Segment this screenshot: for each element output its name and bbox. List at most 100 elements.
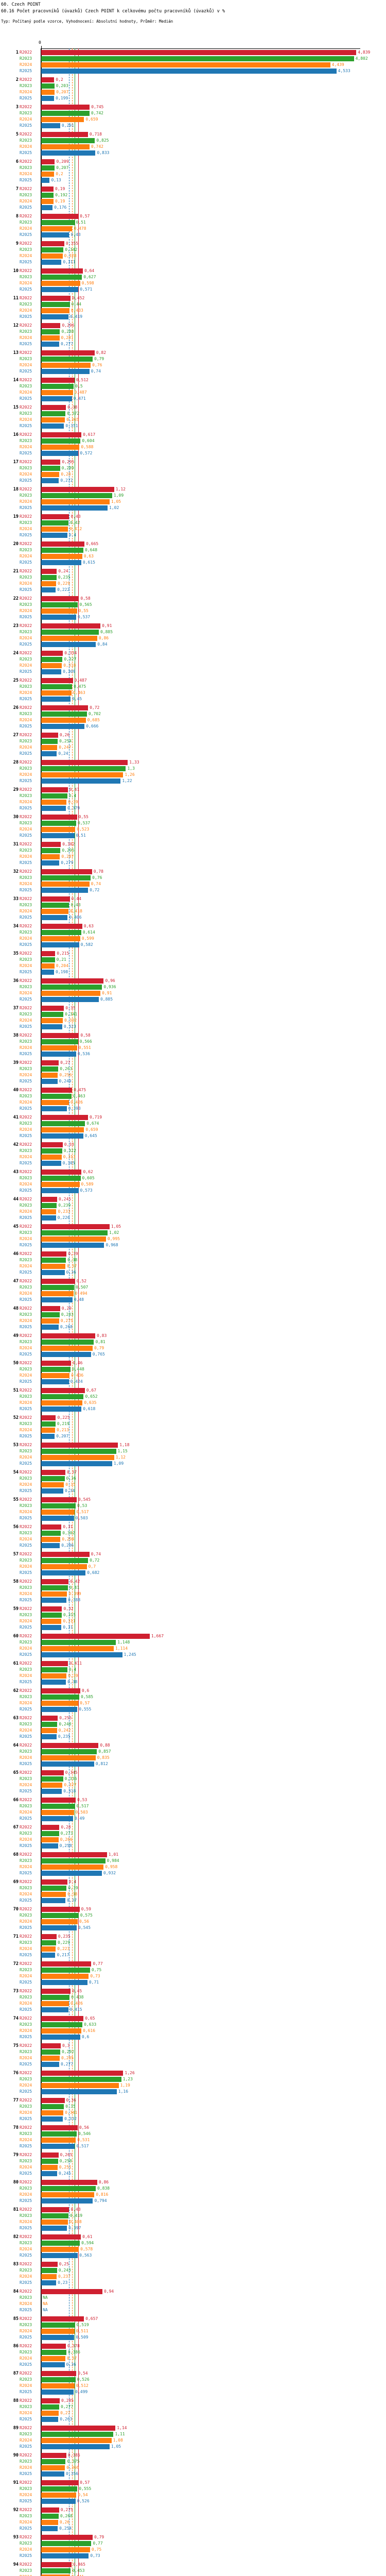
bar[interactable]: [41, 411, 66, 416]
bar-row[interactable]: R2022 0,38: [0, 404, 386, 411]
bar[interactable]: [41, 2110, 64, 2115]
bar[interactable]: [41, 1783, 63, 1788]
bar[interactable]: [41, 2362, 65, 2367]
bar[interactable]: [41, 1079, 58, 1084]
bar-row[interactable]: R2025 0,272: [0, 478, 386, 484]
bar[interactable]: [41, 669, 62, 674]
bar[interactable]: [41, 1018, 63, 1023]
bar-row[interactable]: R2022 0,665: [0, 541, 386, 547]
bar[interactable]: [41, 1661, 68, 1666]
bar-row[interactable]: R2023 0,633: [0, 2022, 386, 2028]
bar-row[interactable]: R2023 0,627: [0, 274, 386, 280]
bar-row[interactable]: R2024 0,512: [0, 2383, 386, 2389]
bar[interactable]: [41, 1367, 71, 1372]
bar[interactable]: [41, 854, 60, 859]
bar[interactable]: [41, 1115, 88, 1120]
bar-row[interactable]: R2023 0,295: [0, 848, 386, 854]
bar-row[interactable]: R2025 0,323: [0, 1024, 386, 1030]
bar-row[interactable]: R2023 0,526: [0, 2377, 386, 2383]
bar-row[interactable]: R2023 0,302: [0, 1530, 386, 1536]
bar[interactable]: [41, 772, 124, 777]
bar-row[interactable]: R2025 0,517: [0, 2143, 386, 2149]
bar[interactable]: [41, 957, 55, 962]
bar[interactable]: [41, 2329, 75, 2334]
bar-row[interactable]: R2023 0,322: [0, 1148, 386, 1154]
bar-row[interactable]: R2023 0,35: [0, 2104, 386, 2110]
bar-row[interactable]: R2022 0,57: [0, 213, 386, 219]
bar-row[interactable]: R2022 0,62: [0, 1169, 386, 1175]
bar[interactable]: [41, 1734, 57, 1739]
bar-row[interactable]: R2023 0,4: [0, 1667, 386, 1673]
bar-row[interactable]: R2025 0,419: [0, 314, 386, 320]
bar-row[interactable]: R2022 0,58: [0, 596, 386, 602]
bar-row[interactable]: R2024 0,223: [0, 1946, 386, 1952]
bar[interactable]: [41, 2083, 119, 2088]
bar-row[interactable]: R2022 0,385: [0, 2452, 386, 2459]
bar-row[interactable]: R2024 0,38: [0, 1891, 386, 1897]
bar[interactable]: [41, 848, 61, 853]
bar[interactable]: [41, 2493, 77, 2498]
bar-row[interactable]: R2022 0,225: [0, 1415, 386, 1421]
bar-row[interactable]: R2023 0,219: [0, 1421, 386, 1427]
bar-row[interactable]: R2025 0,207: [0, 1433, 386, 1439]
bar[interactable]: [41, 260, 62, 265]
bar[interactable]: [41, 1188, 79, 1193]
bar[interactable]: [41, 2165, 58, 2170]
bar-row[interactable]: R2023 0,565: [0, 602, 386, 608]
bar-row[interactable]: R2024 0,551: [0, 1045, 386, 1051]
bar[interactable]: [41, 2453, 66, 2458]
bar-row[interactable]: R2022 1,01: [0, 1852, 386, 1858]
bar-row[interactable]: R2024 0,76: [0, 362, 386, 368]
bar[interactable]: [41, 896, 70, 902]
bar-row[interactable]: R2023 0,51: [0, 219, 386, 226]
bar[interactable]: [41, 2089, 117, 2094]
bar-row[interactable]: R2023 0,258: [0, 2158, 386, 2164]
bar-row[interactable]: R2023 1,15: [0, 1448, 386, 1454]
bar-row[interactable]: R2023 0,248: [0, 1721, 386, 1727]
bar[interactable]: [41, 2062, 60, 2067]
bar[interactable]: [41, 1243, 104, 1248]
bar[interactable]: [41, 1810, 74, 1815]
bar-row[interactable]: R2023 0,375: [0, 2459, 386, 2465]
bar-row[interactable]: R2022 0,29: [0, 1306, 386, 1312]
bar-row[interactable]: R2022 0,79: [0, 2534, 386, 2540]
bar-row[interactable]: R2022 0,57: [0, 2480, 386, 2486]
bar[interactable]: [41, 1613, 62, 1618]
bar[interactable]: [41, 1598, 67, 1603]
bar-row[interactable]: R2023 0,235: [0, 574, 386, 581]
bar[interactable]: [41, 405, 66, 410]
bar-row[interactable]: R2025 0,499: [0, 2389, 386, 2395]
bar[interactable]: [41, 903, 69, 908]
bar[interactable]: [41, 432, 82, 437]
bar[interactable]: [41, 1379, 69, 1384]
bar[interactable]: [41, 1476, 65, 1481]
bar-row[interactable]: R2023 0,742: [0, 110, 386, 116]
bar-row[interactable]: R2023 0,652: [0, 1394, 386, 1400]
bar-row[interactable]: R2024 0,91: [0, 990, 386, 996]
bar[interactable]: [41, 936, 80, 941]
bar[interactable]: [41, 350, 95, 355]
bar-row[interactable]: R2025 0,36: [0, 2362, 386, 2368]
bar-row[interactable]: R2022 0,617: [0, 432, 386, 438]
bar-row[interactable]: R2023 0,936: [0, 984, 386, 990]
bar[interactable]: [41, 985, 102, 990]
bar-row[interactable]: R2025 0,393: [0, 1106, 386, 1112]
bar[interactable]: [41, 2226, 67, 2231]
bar[interactable]: [41, 232, 69, 238]
bar[interactable]: [41, 1831, 59, 1836]
bar-row[interactable]: R2024 0,287: [0, 854, 386, 860]
bar[interactable]: [41, 56, 354, 61]
bar[interactable]: [41, 1361, 72, 1366]
bar[interactable]: [41, 1934, 57, 1939]
bar[interactable]: [41, 615, 76, 620]
bar[interactable]: [41, 1968, 90, 1973]
bar[interactable]: [41, 2049, 60, 2055]
bar-row[interactable]: R2022 0,378: [0, 2343, 386, 2349]
bar-row[interactable]: R2022 0,64: [0, 268, 386, 274]
bar-row[interactable]: R2024 0,242: [0, 1727, 386, 1734]
bar-row[interactable]: R2022 0,33: [0, 1142, 386, 1148]
bar-row[interactable]: R2023 0,566: [0, 1039, 386, 1045]
bar-row[interactable]: R2022 0,209: [0, 159, 386, 165]
bar[interactable]: [41, 1804, 75, 1809]
bar[interactable]: [41, 1352, 91, 1357]
